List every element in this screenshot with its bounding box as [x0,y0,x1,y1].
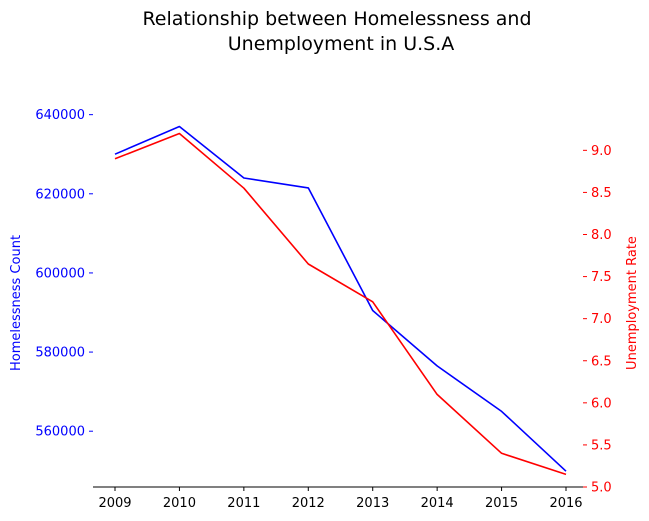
y-right-tick-label: 9.0 [591,144,612,159]
x-tick-label: 2013 [356,496,389,511]
unemployment-line [114,132,567,476]
y-left-tick-label: 580000 [35,346,85,361]
x-tick-label: 2011 [227,496,260,511]
series-lines [114,125,567,476]
y-left-ticks: 560000 580000 600000 620000 640000 [35,108,93,440]
chart-title-line-1: Relationship between Homelessness and [142,8,531,30]
y-right-axis-label: Unemployment Rate [625,236,640,370]
x-tick-label: 2010 [163,496,196,511]
x-tick-label: 2009 [98,496,131,511]
y-left-tick-label: 600000 [35,266,85,281]
y-right-tick-label: 6.0 [591,396,612,411]
x-tick-label: 2012 [292,496,325,511]
y-left-tick-label: 620000 [35,187,85,202]
y-left-tick-label: 560000 [35,425,85,440]
y-right-tick-label: 8.5 [591,186,612,201]
y-right-tick-label: 7.0 [591,312,612,327]
y-left-tick-label: 640000 [35,108,85,123]
homelessness-line [114,125,567,472]
y-right-tick-label: 7.5 [591,270,612,285]
y-left-axis-label: Homelessness Count [9,235,24,371]
x-tick-label: 2015 [485,496,518,511]
x-tick-label: 2016 [549,496,582,511]
y-right-tick-label: 5.0 [591,481,612,496]
x-ticks: 2009 2010 2011 2012 2013 2014 2015 2016 [98,487,583,511]
y-right-tick-label: 6.5 [591,354,612,369]
y-right-tick-label: 5.5 [591,438,612,453]
x-tick-label: 2014 [421,496,454,511]
y-right-tick-label: 8.0 [591,228,612,243]
y-right-ticks: 5.0 5.5 6.0 6.5 7.0 7.5 8.0 8.5 9.0 [583,144,612,496]
chart-title-line-2: Unemployment in U.S.A [228,33,455,55]
